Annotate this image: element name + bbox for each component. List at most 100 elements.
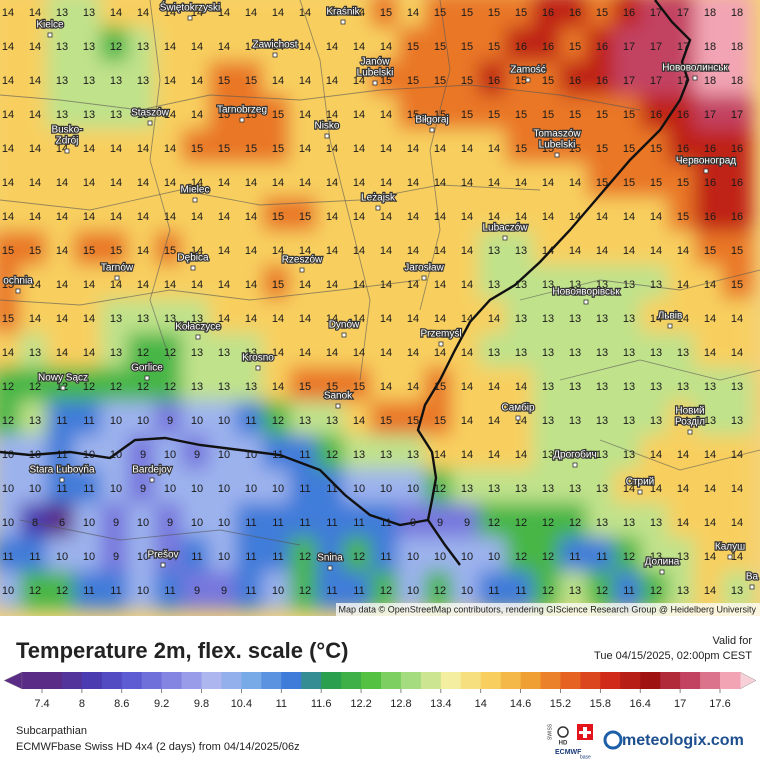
temperature-value: 14 [353,279,365,291]
town-name: Dębica [177,253,209,264]
legend-label: 14 [475,698,487,710]
temperature-value: 15 [2,245,14,257]
town-marker [749,584,755,590]
temperature-cell [208,163,240,201]
town-marker [299,267,305,273]
temperature-value: 13 [137,75,149,87]
temperature-value: 12 [29,381,41,393]
temperature-value: 15 [677,211,689,223]
temperature-cell [694,435,726,473]
temperature-cell [208,401,240,439]
temperature-value: 15 [569,41,581,53]
temperature-value: 14 [488,211,500,223]
temperature-value: 11 [596,551,607,563]
temperature-value: 13 [569,415,581,427]
temperature-cell [613,197,645,235]
temperature-cell [316,299,348,337]
temperature-value: 9 [113,551,119,563]
temperature-cell [613,231,645,269]
temperature-value: 15 [380,75,392,87]
temperature-cell [694,61,726,99]
temperature-cell [532,469,564,507]
temperature-value: 14 [245,245,257,257]
country-borders [0,0,692,566]
temperature-cell [235,129,267,167]
temperature-cell [505,61,537,99]
temperature-cell [181,299,213,337]
temperature-cell [289,435,321,473]
temperature-value: 14 [245,211,257,223]
temperature-cell [397,197,429,235]
legend-swatch [680,672,701,689]
temperature-value: 14 [380,347,392,359]
temperature-value: 13 [245,347,257,359]
temperature-value: 15 [191,143,203,155]
temperature-value: 15 [2,279,14,291]
temperature-cell [667,333,699,371]
temperature-cell [0,401,24,439]
temperature-value: 14 [353,7,365,19]
temperature-cell [343,95,375,133]
temperature-value: 14 [380,41,392,53]
temperature-value: 10 [272,585,284,597]
temperature-cell [235,95,267,133]
temperature-cell [343,401,375,439]
temperature-cell [316,401,348,439]
temperature-value: 16 [704,211,716,223]
town-marker [429,127,435,133]
temperature-value: 14 [623,483,635,495]
town-marker [15,288,21,294]
temperature-value: 14 [461,279,473,291]
temperature-cell [343,571,375,609]
temperature-cell [559,571,591,609]
temperature-value: 11 [569,551,580,563]
temperature-value: 13 [83,109,95,121]
temperature-value: 14 [2,7,14,19]
temperature-cell [640,95,672,133]
temperature-cell [721,265,753,303]
temperature-value: 10 [488,551,500,563]
temperature-cell [424,95,456,133]
temperature-value: 15 [299,381,311,393]
temperature-value: 10 [110,483,122,495]
temperature-cell [73,537,105,575]
temperature-value: 14 [326,313,338,325]
temperature-cell [46,61,78,99]
temperature-cell [721,231,753,269]
temperature-cell [694,367,726,405]
temperature-value: 9 [140,483,146,495]
temperature-value: 16 [677,143,689,155]
temperature-value: 14 [299,313,311,325]
temperature-value: 14 [272,347,284,359]
temperature-value: 11 [245,415,256,427]
temperature-cell [478,95,510,133]
temperature-value: 14 [461,449,473,461]
temperature-cell [181,537,213,575]
temperature-value: 14 [299,109,311,121]
temperature-cell [613,61,645,99]
temperature-value: 14 [272,75,284,87]
temperature-cell [424,299,456,337]
temperature-value: 14 [380,245,392,257]
temperature-cell [559,469,591,507]
temperature-value: 12 [515,517,527,529]
temperature-value: 14 [380,211,392,223]
temperature-value: 13 [596,381,608,393]
temperature-cell [667,571,699,609]
temperature-value: 14 [434,245,446,257]
temperature-value: 14 [245,7,257,19]
temperature-cell [235,367,267,405]
temperature-value: 9 [437,517,443,529]
temperature-cell [451,95,483,133]
temperature-cell [640,571,672,609]
temperature-value: 12 [110,41,122,53]
temperature-cell [370,27,402,65]
town-name: Калуш [715,542,745,553]
temperature-value: 10 [380,483,392,495]
temperature-value: 14 [56,347,68,359]
temperature-value: 15 [326,381,338,393]
town-name: Świętokrzyski [160,1,221,14]
temperature-value: 14 [488,177,500,189]
temperature-cell [370,231,402,269]
temperature-value: 14 [56,177,68,189]
